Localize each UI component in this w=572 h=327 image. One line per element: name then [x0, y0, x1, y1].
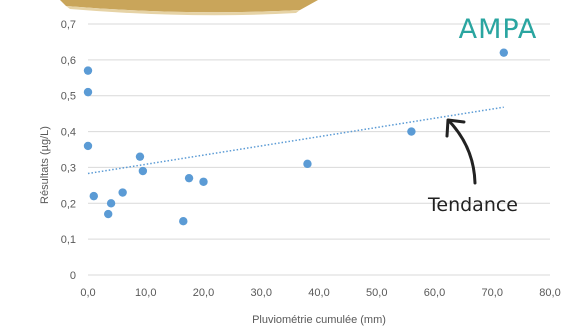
y-tick-label: 0,7: [61, 19, 76, 31]
banner-decoration: [60, 0, 318, 13]
x-tick-label: 70,0: [482, 287, 503, 299]
data-point: [83, 141, 93, 151]
x-axis-title: Pluviométrie cumulée (mm): [252, 314, 386, 326]
data-point: [407, 127, 416, 136]
trend-annotation-label: Tendance: [427, 194, 518, 216]
x-tick-label: 30,0: [251, 287, 272, 299]
annotation-arrowhead-icon: [445, 118, 466, 138]
data-points: [83, 48, 508, 226]
x-tick-label: 0,0: [80, 287, 95, 299]
annotation-arrow-icon: [448, 120, 477, 185]
y-tick-label: 0,6: [61, 55, 76, 67]
corner-label: AMPA: [459, 14, 538, 45]
data-point: [303, 159, 312, 169]
data-point: [106, 199, 116, 208]
data-point: [138, 166, 148, 176]
y-tick-label: 0,3: [61, 162, 76, 174]
x-tick-label: 10,0: [135, 287, 156, 299]
x-tick-label: 80,0: [539, 287, 560, 299]
banner-shadow: [66, 6, 300, 16]
y-tick-label: 0,4: [61, 127, 76, 139]
x-tick-label: 50,0: [366, 287, 387, 299]
y-axis-title: Résultats (µg/L): [39, 126, 51, 204]
x-axis-ticks: 0,0 10,0 20,0 30,0 40,0 50,0 60,0 70,0 80,0: [80, 287, 560, 299]
data-point: [499, 48, 508, 57]
data-point: [199, 177, 208, 186]
trendline-group: [87, 106, 504, 175]
y-tick-label: 0: [70, 270, 76, 282]
data-point: [83, 87, 93, 97]
y-axis-ticks: 0 0,1 0,2 0,3 0,4 0,5 0,6 0,7: [61, 19, 76, 282]
data-point: [83, 66, 93, 75]
trendline: [87, 106, 504, 175]
grid-lines: [88, 23, 550, 276]
x-tick-label: 20,0: [193, 287, 214, 299]
data-point: [104, 209, 113, 219]
y-tick-label: 0,2: [61, 198, 76, 210]
y-tick-label: 0,1: [61, 234, 76, 246]
data-point: [118, 188, 127, 197]
data-point: [184, 173, 194, 183]
data-point: [135, 152, 145, 161]
y-tick-label: 0,5: [61, 91, 76, 103]
data-point: [179, 217, 188, 226]
data-point: [89, 191, 98, 201]
x-tick-label: 40,0: [308, 287, 329, 299]
x-tick-label: 60,0: [424, 287, 445, 299]
